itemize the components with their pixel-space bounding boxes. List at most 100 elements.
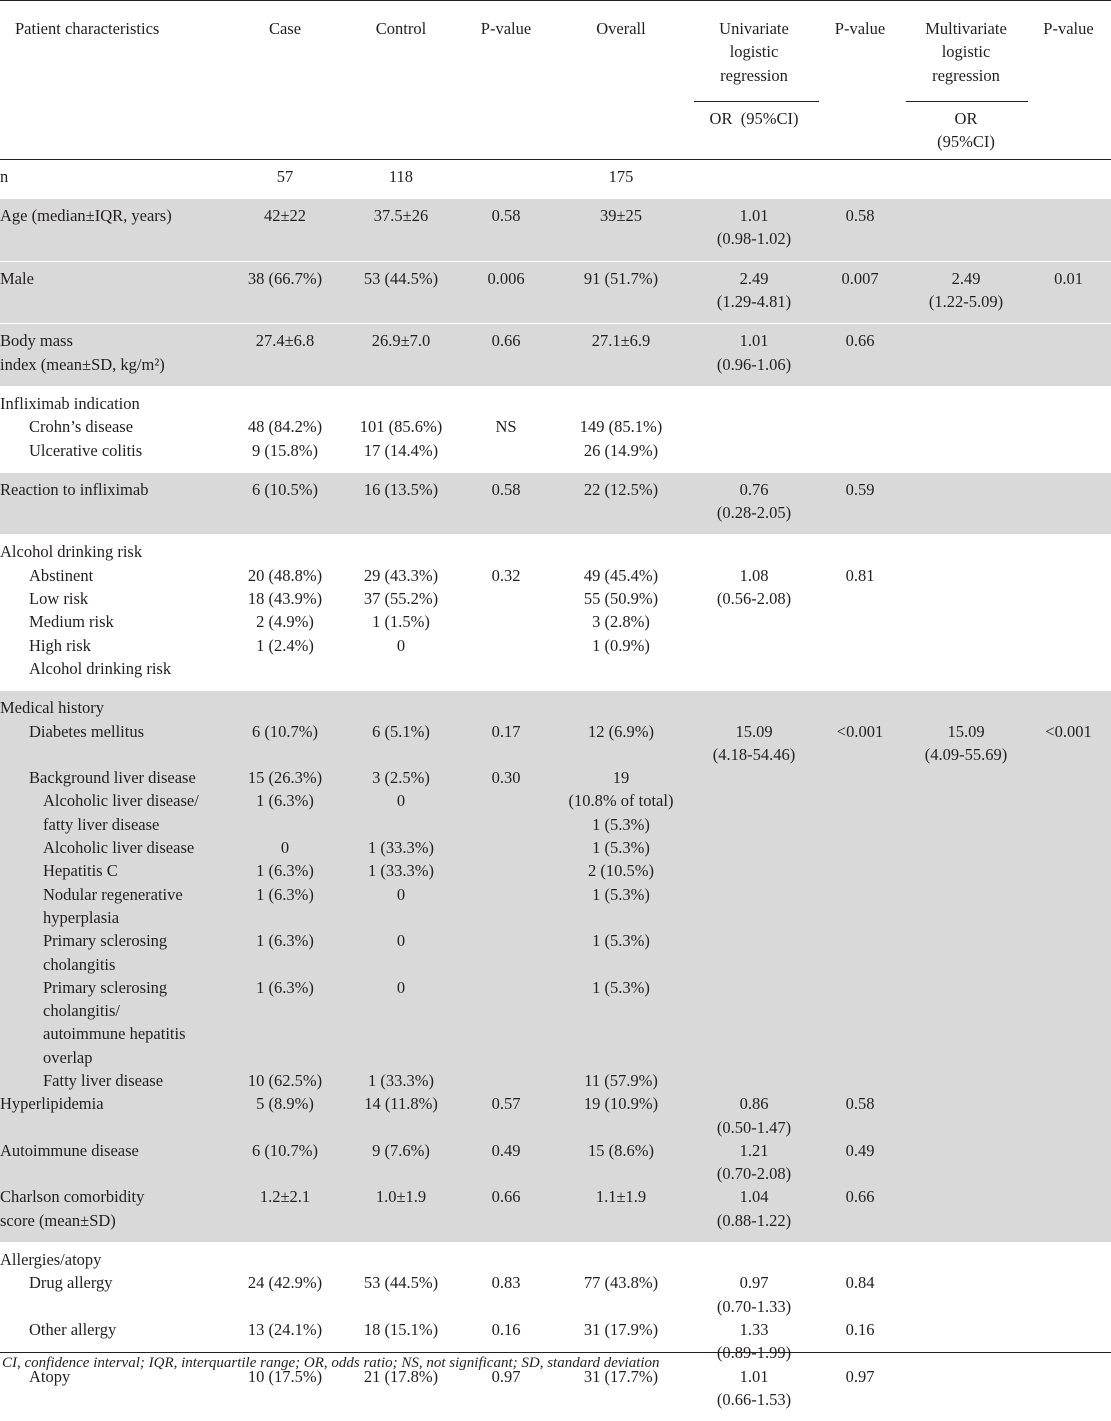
multivariate-or — [906, 1068, 1026, 1093]
case-value: 27.4±6.8 — [232, 323, 338, 387]
overall-value: 31 (17.7%) — [583, 1366, 659, 1386]
univariate-or — [694, 789, 814, 837]
p-value — [464, 439, 548, 473]
table-row: n 57 118 175 — [0, 159, 1111, 198]
overall-value: 91 (51.7%) — [548, 261, 694, 324]
header-multivariate-or: OR (95%CI) — [937, 108, 995, 152]
multivariate-or — [906, 859, 1026, 883]
header-overall: Overall — [596, 19, 646, 38]
multivariate-or — [906, 766, 1026, 790]
multivariate-p-value — [1026, 1185, 1111, 1243]
header-multivariate: Multivariate logistic regression — [925, 19, 1007, 85]
row-label: Atopy — [29, 1366, 71, 1386]
p-value: 0.58 — [464, 472, 548, 535]
table-row: Primary sclerosing cholangitis/ autoimmu… — [0, 975, 1111, 1069]
row-label: Body mass index (mean±SD, kg/m²) — [0, 323, 232, 387]
overall-value: 1 (5.3%) — [548, 882, 694, 930]
multivariate-p-value: <0.001 — [1026, 719, 1111, 767]
univariate-or — [694, 1068, 814, 1093]
header-characteristics: Patient characteristics — [15, 19, 160, 38]
p-value — [464, 159, 548, 198]
table-row-group: Medical history Diabetes mellitus 6 (10.7%… — [0, 690, 1111, 1243]
table-row-group: Alcohol drinking risk Abstinent Low risk … — [0, 534, 1111, 691]
univariate-p-value — [814, 1068, 906, 1093]
p-value — [464, 1068, 548, 1093]
overall-value: 31 (17.9%) — [583, 1319, 659, 1339]
multivariate-or — [906, 535, 1026, 564]
overall-value: 11 (57.9%) — [548, 1068, 694, 1093]
table-row: Autoimmune disease 6 (10.7%) 9 (7.6%) 0.49 1… — [0, 1138, 1111, 1186]
univariate-or — [694, 439, 814, 473]
multivariate-p-value — [1026, 564, 1111, 691]
univariate-or — [694, 975, 814, 1069]
control-value: 29 (43.3%) 37 (55.2%) 1 (1.5%) 0 — [363, 565, 439, 655]
univariate-p-value — [814, 415, 906, 438]
univariate-or: 0.86 (0.50-1.47) — [694, 1092, 814, 1139]
p-value — [464, 975, 548, 1069]
row-label: Fatty liver disease — [0, 1068, 232, 1093]
p-value: 0.16 — [491, 1319, 521, 1339]
table-row: Medical history — [0, 690, 1111, 720]
case-value: 15 (26.3%) — [232, 766, 338, 790]
case-value: 20 (48.8%) 18 (43.9%) 2 (4.9%) 1 (2.4%) — [247, 565, 323, 655]
p-value: 0.49 — [464, 1138, 548, 1186]
table-row: Diabetes mellitus 6 (10.7%) 6 (5.1%) 0.17 12… — [0, 719, 1111, 767]
control-value — [338, 690, 464, 720]
table-row: Nodular regenerative hyperplasia 1 (6.3%)… — [0, 882, 1111, 930]
table-row-group: Allergies/atopy Drug allergy 24 (42.9%) 53 … — [0, 1242, 1111, 1421]
univariate-p-value — [814, 859, 906, 883]
multivariate-p-value — [1026, 1365, 1111, 1421]
table-row-group: Male 38 (66.7%) 53 (44.5%) 0.006 91 (51.7%) 2… — [0, 261, 1111, 324]
control-value: 17 (14.4%) — [363, 440, 439, 460]
overall-value — [548, 535, 694, 564]
control-value: 1 (33.3%) — [338, 1068, 464, 1093]
univariate-p-value: 0.81 — [845, 565, 875, 585]
case-value: 38 (66.7%) — [232, 261, 338, 324]
univariate-or: 2.49 (1.29-4.81) — [694, 261, 814, 324]
header-pvalue-multivariate: P-value — [1043, 19, 1094, 38]
table-row: Body mass index (mean±SD, kg/m²) 27.4±6.8… — [0, 323, 1111, 387]
overall-value: 19 (10.9%) — [548, 1092, 694, 1139]
control-value: 1 (33.3%) — [338, 859, 464, 883]
univariate-p-value: 0.49 — [814, 1138, 906, 1186]
table-row: Other allergy 13 (24.1%) 18 (15.1%) 0.16 31 … — [0, 1318, 1111, 1365]
overall-value: 77 (43.8%) — [583, 1273, 659, 1293]
row-label: Autoimmune disease — [0, 1138, 232, 1186]
univariate-p-value — [814, 439, 906, 473]
table-row-group: Reaction to infliximab 6 (10.5%) 16 (13.5%… — [0, 472, 1111, 535]
overall-value: 2 (10.5%) — [548, 859, 694, 883]
table-header: Patient characteristics Case Control P-v… — [0, 0, 1111, 160]
control-value: 118 — [388, 166, 414, 186]
multivariate-or: 15.09 (4.09-55.69) — [906, 719, 1026, 767]
case-value: 24 (42.9%) — [247, 1273, 323, 1293]
case-value: 48 (84.2%) — [247, 417, 323, 437]
row-label: Nodular regenerative hyperplasia — [0, 882, 232, 930]
table-row: Alcohol drinking risk — [0, 535, 1111, 564]
table-row: Allergies/atopy — [0, 1243, 1111, 1272]
univariate-p-value — [814, 1243, 906, 1272]
univariate-p-value: 0.59 — [814, 472, 906, 535]
univariate-or — [694, 1243, 814, 1272]
multivariate-or — [906, 564, 1026, 691]
univariate-p-value — [814, 690, 906, 720]
row-label: Abstinent Low risk Medium risk High risk… — [29, 565, 172, 678]
univariate-or — [694, 159, 814, 198]
multivariate-or — [906, 1092, 1026, 1139]
multivariate-or — [906, 1185, 1026, 1243]
table-row: Fatty liver disease 10 (62.5%) 1 (33.3%) 11… — [0, 1068, 1111, 1093]
case-value — [232, 386, 338, 415]
control-value: 101 (85.6%) — [359, 417, 443, 437]
p-value: 0.17 — [464, 719, 548, 767]
multivariate-p-value — [1026, 882, 1111, 930]
overall-value: 1.1±1.9 — [548, 1185, 694, 1243]
overall-value: 39±25 — [548, 198, 694, 262]
p-value — [464, 836, 548, 860]
row-label: Age (median±IQR, years) — [0, 198, 232, 262]
univariate-or — [694, 882, 814, 930]
case-value: 57 — [276, 166, 294, 186]
univariate-or: 1.04 (0.88-1.22) — [694, 1185, 814, 1243]
case-value: 6 (10.7%) — [232, 1138, 338, 1186]
control-value — [338, 535, 464, 564]
multivariate-or — [906, 415, 1026, 438]
